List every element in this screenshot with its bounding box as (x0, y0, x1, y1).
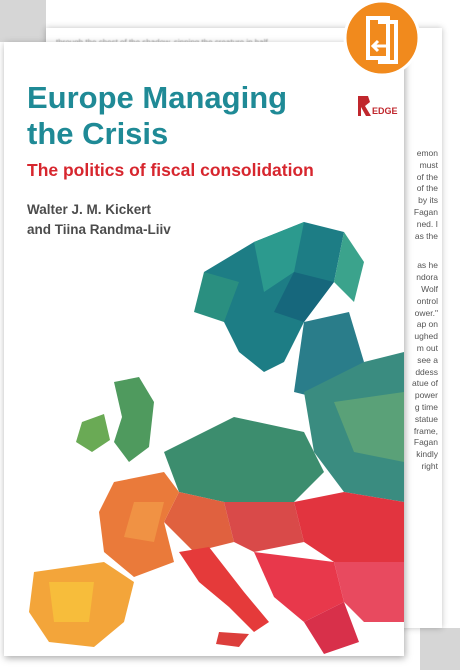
page-text-fragment: right (421, 460, 438, 471)
page-text-fragment: ower." (414, 307, 438, 318)
book-cover[interactable]: Europe Managing the Crisis The politics … (4, 42, 404, 656)
title: the Crisis (27, 116, 169, 151)
page-text-fragment: ughed (414, 331, 438, 342)
page-text-fragment: Wolf (421, 283, 438, 294)
page-text-fragment: of the (416, 183, 438, 194)
page-text-fragment: ontrol (416, 295, 438, 306)
page-text-fragment: statue (414, 413, 438, 424)
corner-shade (420, 628, 460, 670)
page-text-fragment: ddess (415, 366, 438, 377)
page-text-fragment: as the (414, 230, 438, 241)
subtitle: The politics of fiscal consolidation (27, 160, 314, 180)
page-text-fragment: power (414, 390, 438, 401)
page-text-fragment: by its (418, 195, 438, 206)
page-text-fragment: g time (414, 401, 438, 412)
page-text-fragment: emon (416, 148, 438, 158)
page-text-fragment: Fagan (413, 437, 438, 448)
page-text-fragment: Fagan (413, 206, 438, 217)
page-text-fragment: see a (417, 354, 438, 365)
page-text-fragment: as he (417, 260, 438, 271)
page-text-fragment: ap on (416, 319, 438, 330)
page-text-fragment: m out (416, 342, 438, 353)
publisher-logo (358, 96, 371, 116)
page-text-fragment: must (419, 159, 438, 170)
page-text-fragment: atue of (412, 378, 438, 389)
author: and Tiina Randma-Liiv (27, 222, 171, 237)
map-illustration (29, 222, 404, 654)
author: Walter J. M. Kickert (27, 202, 152, 217)
page-text-fragment: ned. I (416, 218, 438, 229)
page-text-fragment: of the (416, 171, 438, 182)
publisher-name: EDGE (372, 106, 398, 116)
page-text-fragment: frame, (413, 425, 438, 436)
page-text-fragment: kindly (416, 449, 438, 460)
page-text-fragment: ndora (416, 272, 438, 283)
corner-shade (0, 0, 46, 42)
title: Europe Managing (27, 80, 288, 115)
open-book-button[interactable] (330, 0, 440, 80)
